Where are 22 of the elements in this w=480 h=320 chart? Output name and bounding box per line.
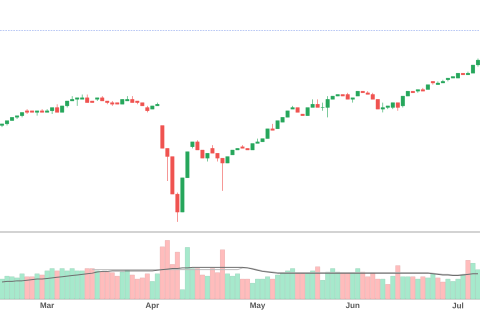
bar xyxy=(380,278,386,300)
bar xyxy=(54,270,60,300)
bar xyxy=(270,278,275,300)
bar xyxy=(385,284,390,300)
x-tick-label: Jun xyxy=(346,302,360,308)
bar xyxy=(415,278,420,300)
x-tick-label: Jul xyxy=(452,302,464,308)
bar xyxy=(34,274,40,300)
bar xyxy=(40,274,44,300)
x-tick-label: Apr xyxy=(146,302,160,310)
bar xyxy=(94,270,100,300)
bar xyxy=(420,276,426,300)
bar xyxy=(315,266,320,300)
candlestick xyxy=(270,124,275,131)
bar xyxy=(390,276,396,300)
bar xyxy=(466,260,470,300)
bar xyxy=(470,263,476,300)
x-tick-label: Mar xyxy=(40,302,54,308)
bar xyxy=(395,265,400,300)
bar xyxy=(410,276,416,300)
bar xyxy=(205,276,210,300)
x-tick-label: May xyxy=(250,302,266,310)
